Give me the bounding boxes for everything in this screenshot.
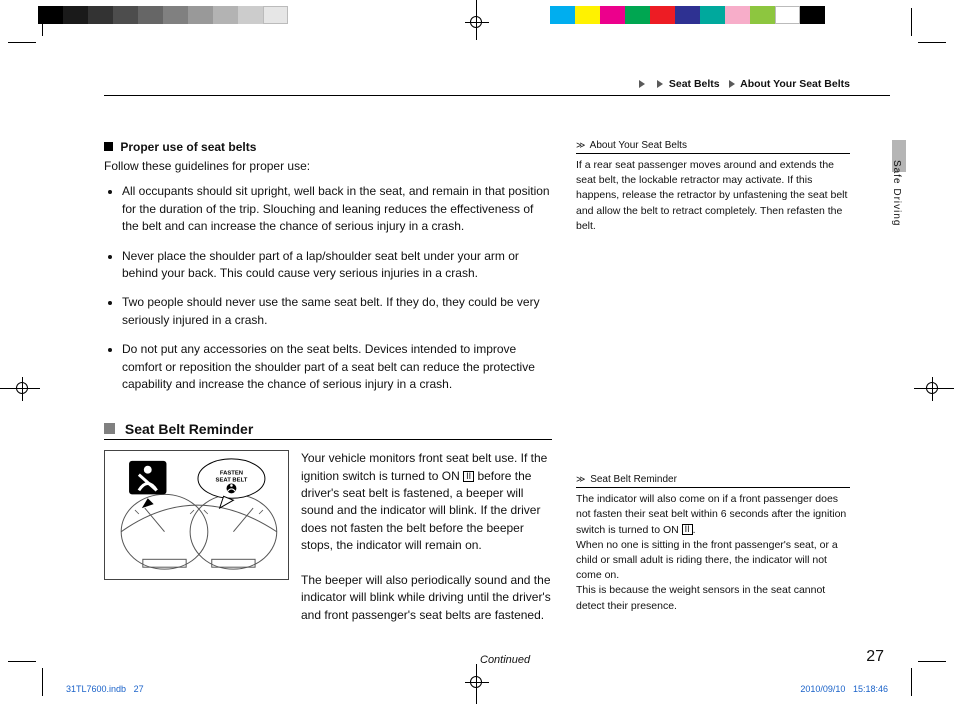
seat-belt-reminder-text: Your vehicle monitors front seat belt us…	[301, 450, 552, 624]
instrument-cluster-illustration: FASTEN SEAT BELT	[104, 450, 289, 580]
chevron-right-icon	[657, 80, 663, 88]
side-notes-column: ≫ About Your Seat Belts If a rear seat p…	[576, 140, 850, 614]
list-item: Never place the shoulder part of a lap/s…	[122, 248, 552, 283]
note-icon: ≫	[576, 140, 584, 150]
manual-page: Seat Belts About Your Seat Belts Safe Dr…	[0, 0, 954, 704]
svg-text:SEAT BELT: SEAT BELT	[216, 478, 248, 484]
print-job-filename: 31TL7600.indb 27	[66, 684, 144, 694]
main-column: Proper use of seat belts Follow these gu…	[104, 140, 552, 624]
header-rule	[104, 95, 890, 96]
square-bullet-icon	[104, 423, 115, 434]
printer-colorbar-left	[38, 6, 288, 24]
breadcrumb-item: Seat Belts	[669, 78, 720, 90]
guideline-list: All occupants should sit upright, well b…	[104, 183, 552, 393]
ignition-position-icon: II	[463, 471, 474, 482]
list-item: Do not put any accessories on the seat b…	[122, 341, 552, 393]
print-job-timestamp: 2010/09/10 15:18:46	[800, 684, 888, 694]
side-note-heading: ≫ About Your Seat Belts	[576, 140, 850, 154]
square-bullet-icon	[104, 142, 113, 151]
svg-text:FASTEN: FASTEN	[220, 471, 243, 477]
side-note-body: If a rear seat passenger moves around an…	[576, 158, 850, 234]
subsection-heading: Proper use of seat belts	[104, 140, 552, 154]
note-icon: ≫	[576, 474, 584, 484]
breadcrumb-item: About Your Seat Belts	[740, 78, 850, 90]
page-number: 27	[866, 648, 884, 666]
side-note-body: The indicator will also come on if a fro…	[576, 492, 850, 614]
side-note-heading: ≫ Seat Belt Reminder	[576, 474, 850, 488]
list-item: Two people should never use the same sea…	[122, 294, 552, 329]
continued-label: Continued	[480, 654, 530, 666]
section-tab-label: Safe Driving	[891, 160, 902, 226]
printer-colorbar-right	[550, 6, 825, 24]
chevron-right-icon	[639, 80, 645, 88]
ignition-position-icon: II	[682, 524, 693, 535]
chevron-right-icon	[729, 80, 735, 88]
list-item: All occupants should sit upright, well b…	[122, 183, 552, 235]
breadcrumb: Seat Belts About Your Seat Belts	[633, 78, 850, 90]
intro-text: Follow these guidelines for proper use:	[104, 158, 552, 175]
section-heading: Seat Belt Reminder	[104, 421, 552, 440]
